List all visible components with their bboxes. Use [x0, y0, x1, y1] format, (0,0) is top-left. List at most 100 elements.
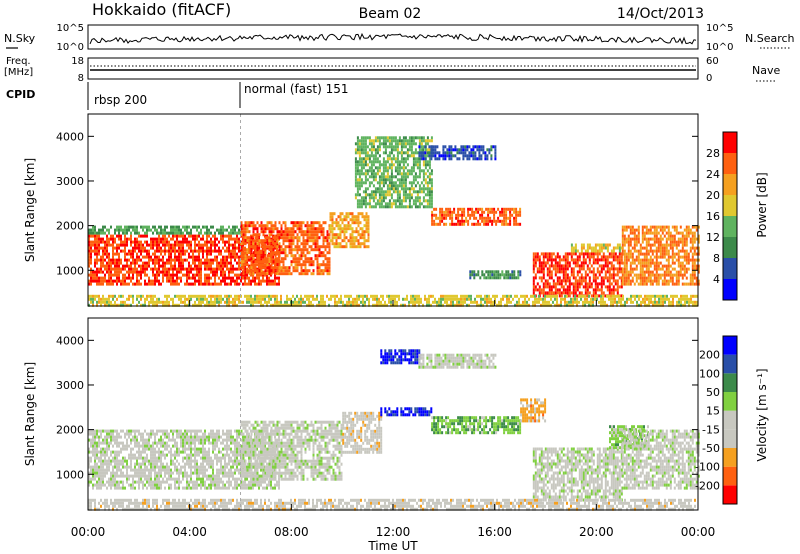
range-gate-cell — [457, 222, 460, 226]
range-gate-cell — [252, 269, 255, 273]
range-gate-cell — [150, 255, 152, 259]
range-gate-cell — [338, 297, 340, 301]
range-gate-cell — [625, 270, 628, 274]
range-gate-cell — [368, 175, 371, 179]
range-gate-cell — [596, 258, 599, 262]
range-gate-cell — [274, 227, 277, 231]
range-gate-cell — [580, 273, 583, 277]
range-gate-cell — [148, 243, 150, 247]
range-gate-cell — [616, 258, 619, 262]
range-gate-cell — [358, 184, 361, 188]
range-gate-cell — [444, 294, 446, 298]
range-gate-cell — [488, 294, 490, 298]
range-gate-cell — [390, 172, 393, 176]
range-gate-cell — [322, 272, 325, 276]
range-gate-cell — [544, 279, 547, 283]
range-gate-cell — [186, 270, 188, 274]
range-gate-cell — [234, 243, 236, 247]
range-gate-cell — [250, 266, 253, 270]
range-gate-cell — [198, 243, 200, 247]
range-gate-cell — [374, 160, 377, 164]
range-gate-cell — [268, 254, 271, 258]
range-gate-cell — [260, 258, 262, 262]
range-gate-cell — [250, 297, 252, 301]
range-gate-cell — [302, 269, 305, 273]
range-gate-cell — [130, 267, 132, 271]
range-gate-cell — [442, 294, 444, 298]
range-gate-cell — [228, 276, 230, 280]
range-gate-cell — [132, 252, 134, 256]
range-gate-cell — [454, 148, 457, 152]
range-gate-cell — [380, 142, 383, 146]
range-gate-cell — [260, 249, 262, 253]
range-gate-cell — [186, 279, 188, 283]
range-gate-cell — [356, 178, 359, 182]
range-gate-cell — [691, 240, 694, 244]
range-gate-cell — [667, 273, 670, 277]
range-gate-cell — [260, 245, 263, 249]
range-gate-cell — [274, 236, 277, 240]
range-gate-cell — [120, 243, 122, 247]
range-gate-cell — [90, 240, 92, 244]
range-gate-cell — [146, 282, 148, 286]
range-gate-cell — [651, 282, 654, 286]
range-gate-cell — [588, 258, 591, 262]
range-gate-cell — [122, 273, 124, 277]
range-gate-cell — [206, 264, 208, 268]
range-gate-cell — [536, 255, 539, 259]
range-gate-cell — [214, 246, 216, 250]
range-gate-cell — [218, 297, 220, 301]
range-gate-cell — [683, 255, 686, 259]
range-gate-cell — [126, 252, 128, 256]
range-gate-cell — [556, 255, 559, 259]
range-gate-cell — [122, 294, 124, 298]
range-gate-cell — [126, 258, 128, 262]
range-gate-cell — [341, 212, 344, 216]
range-gate-cell — [114, 270, 116, 274]
range-gate-cell — [166, 261, 168, 265]
range-gate-cell — [499, 273, 502, 277]
range-gate-cell — [643, 246, 646, 250]
range-gate-cell — [196, 270, 198, 274]
range-gate-cell — [482, 148, 485, 152]
range-gate-cell — [436, 151, 439, 155]
range-gate-cell — [574, 252, 577, 256]
range-gate-cell — [468, 154, 471, 158]
range-gate-cell — [212, 249, 214, 253]
range-gate-cell — [663, 279, 666, 283]
range-gate-cell — [196, 303, 198, 307]
range-gate-cell — [689, 237, 692, 241]
range-gate-cell — [562, 273, 565, 277]
range-gate-cell — [198, 276, 200, 280]
range-gate-cell — [400, 202, 403, 206]
range-gate-cell — [280, 230, 283, 234]
cpid-label: CPID — [6, 88, 35, 101]
range-gate-cell — [544, 291, 547, 295]
range-gate-cell — [254, 300, 256, 304]
range-gate-cell — [631, 267, 634, 271]
range-gate-cell — [339, 242, 342, 246]
range-gate-cell — [290, 254, 293, 258]
range-gate-cell — [651, 249, 654, 253]
range-gate-cell — [122, 231, 124, 235]
range-gate-cell — [550, 297, 552, 301]
range-gate-cell — [118, 261, 120, 265]
range-gate-cell — [691, 231, 694, 235]
range-gate-cell — [300, 297, 302, 301]
range-gate-cell — [224, 255, 226, 259]
range-gate-cell — [270, 248, 273, 252]
range-gate-cell — [260, 303, 262, 307]
range-gate-cell — [550, 258, 553, 262]
range-gate-cell — [655, 261, 658, 265]
range-gate-cell — [320, 224, 323, 228]
range-gate-cell — [174, 273, 176, 277]
range-gate-cell — [341, 227, 344, 231]
range-gate-cell — [366, 172, 369, 176]
range-gate-cell — [274, 294, 276, 298]
range-gate-cell — [134, 249, 136, 253]
range-gate-cell — [470, 294, 472, 298]
range-gate-cell — [254, 266, 257, 270]
range-gate-cell — [156, 258, 158, 262]
range-gate-cell — [374, 151, 377, 155]
range-gate-cell — [695, 264, 698, 268]
